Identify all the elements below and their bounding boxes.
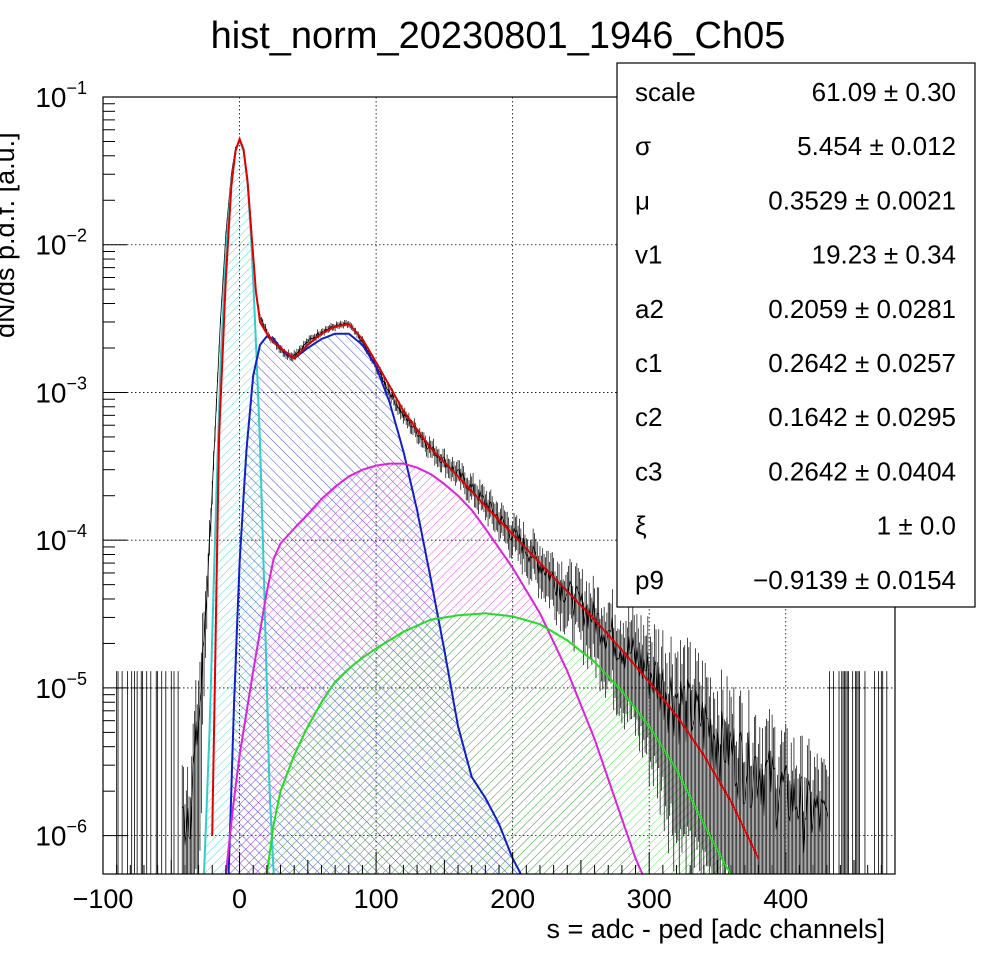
- stat-value: 0.2642 ± 0.0404: [768, 456, 956, 486]
- stat-name: c3: [635, 456, 662, 486]
- stat-name: v1: [635, 240, 662, 270]
- component-3-fill: [266, 613, 732, 874]
- stat-value: 0.2059 ± 0.0281: [768, 294, 956, 324]
- y-tick-label: 10−5: [35, 669, 87, 704]
- x-tick-label: 200: [490, 884, 535, 914]
- x-axis-label: s = adc - ped [adc channels]: [547, 914, 885, 944]
- stat-value: 61.09 ± 0.30: [812, 77, 956, 107]
- y-tick-label: 10−3: [35, 373, 87, 408]
- fit-stats-box: scale 61.09 ± 0.30 σ 5.454 ± 0.012 μ 0.3529 ±…: [616, 62, 976, 608]
- y-tick-label: 10−4: [35, 521, 87, 556]
- stat-name: c2: [635, 402, 662, 432]
- y-tick-label: 10−1: [35, 78, 87, 113]
- fit-curves: [203, 136, 760, 874]
- stat-name: a2: [635, 294, 664, 324]
- y-axis: 10−1 10−2 10−3 10−4 10−5 10−6: [35, 78, 127, 852]
- x-tick-label: 100: [354, 884, 399, 914]
- y-tick-label: 10−6: [35, 817, 87, 852]
- stat-name: ξ: [635, 511, 647, 541]
- stat-name: μ: [635, 185, 650, 215]
- y-axis-label: dN/ds p.d.f. [a.u.]: [0, 132, 20, 338]
- component-2-curve: [224, 462, 644, 874]
- stat-value: −0.9139 ± 0.0154: [753, 565, 956, 595]
- x-tick-label: 400: [763, 884, 808, 914]
- stat-name: σ: [635, 131, 651, 161]
- stat-value: 0.3529 ± 0.0021: [768, 185, 956, 215]
- y-tick-label: 10−2: [35, 226, 87, 261]
- component-3-curve: [265, 612, 732, 874]
- chart-title: hist_norm_20230801_1946_Ch05: [211, 15, 786, 57]
- stat-value: 5.454 ± 0.012: [797, 131, 956, 161]
- x-tick-label: −100: [73, 884, 134, 914]
- x-axis: −100 0 100 200 300 400: [73, 852, 896, 914]
- stat-value: 19.23 ± 0.34: [812, 240, 956, 270]
- fit-total-curve: [211, 136, 760, 859]
- x-tick-label: 300: [627, 884, 672, 914]
- stat-name: scale: [635, 77, 696, 107]
- component-fills: [204, 140, 732, 874]
- stat-value: 0.1642 ± 0.0295: [768, 402, 956, 432]
- stat-value: 0.2642 ± 0.0257: [768, 348, 956, 378]
- x-tick-label: 0: [232, 884, 247, 914]
- stat-name: p9: [635, 565, 664, 595]
- stat-name: c1: [635, 348, 662, 378]
- stat-value: 1 ± 0.0: [877, 511, 956, 541]
